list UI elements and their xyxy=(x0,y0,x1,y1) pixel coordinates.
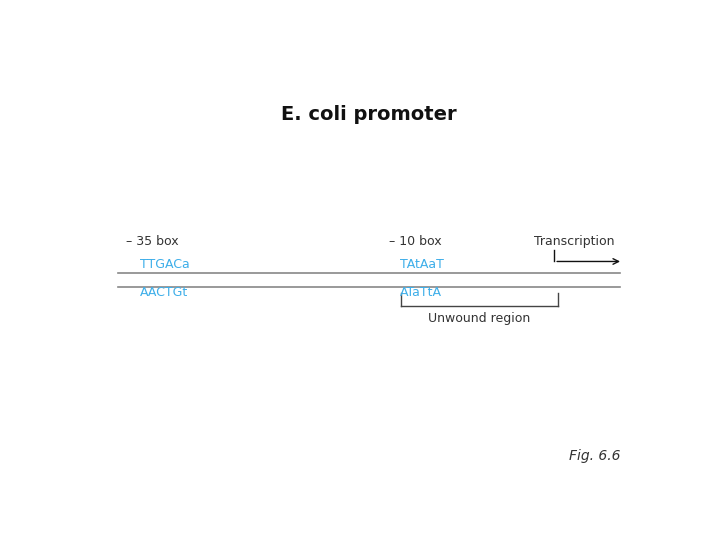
Text: ATaTtA: ATaTtA xyxy=(400,286,441,299)
Text: E. coli promoter: E. coli promoter xyxy=(282,105,456,124)
Text: TTGACa: TTGACa xyxy=(140,259,190,272)
Text: – 35 box: – 35 box xyxy=(126,235,179,248)
Text: Unwound region: Unwound region xyxy=(428,312,531,325)
Text: Transcription: Transcription xyxy=(534,235,614,248)
Text: AACTGt: AACTGt xyxy=(140,286,189,299)
Text: Fig. 6.6: Fig. 6.6 xyxy=(569,449,620,463)
Text: TAtAaT: TAtAaT xyxy=(400,259,444,272)
Text: – 10 box: – 10 box xyxy=(389,235,441,248)
